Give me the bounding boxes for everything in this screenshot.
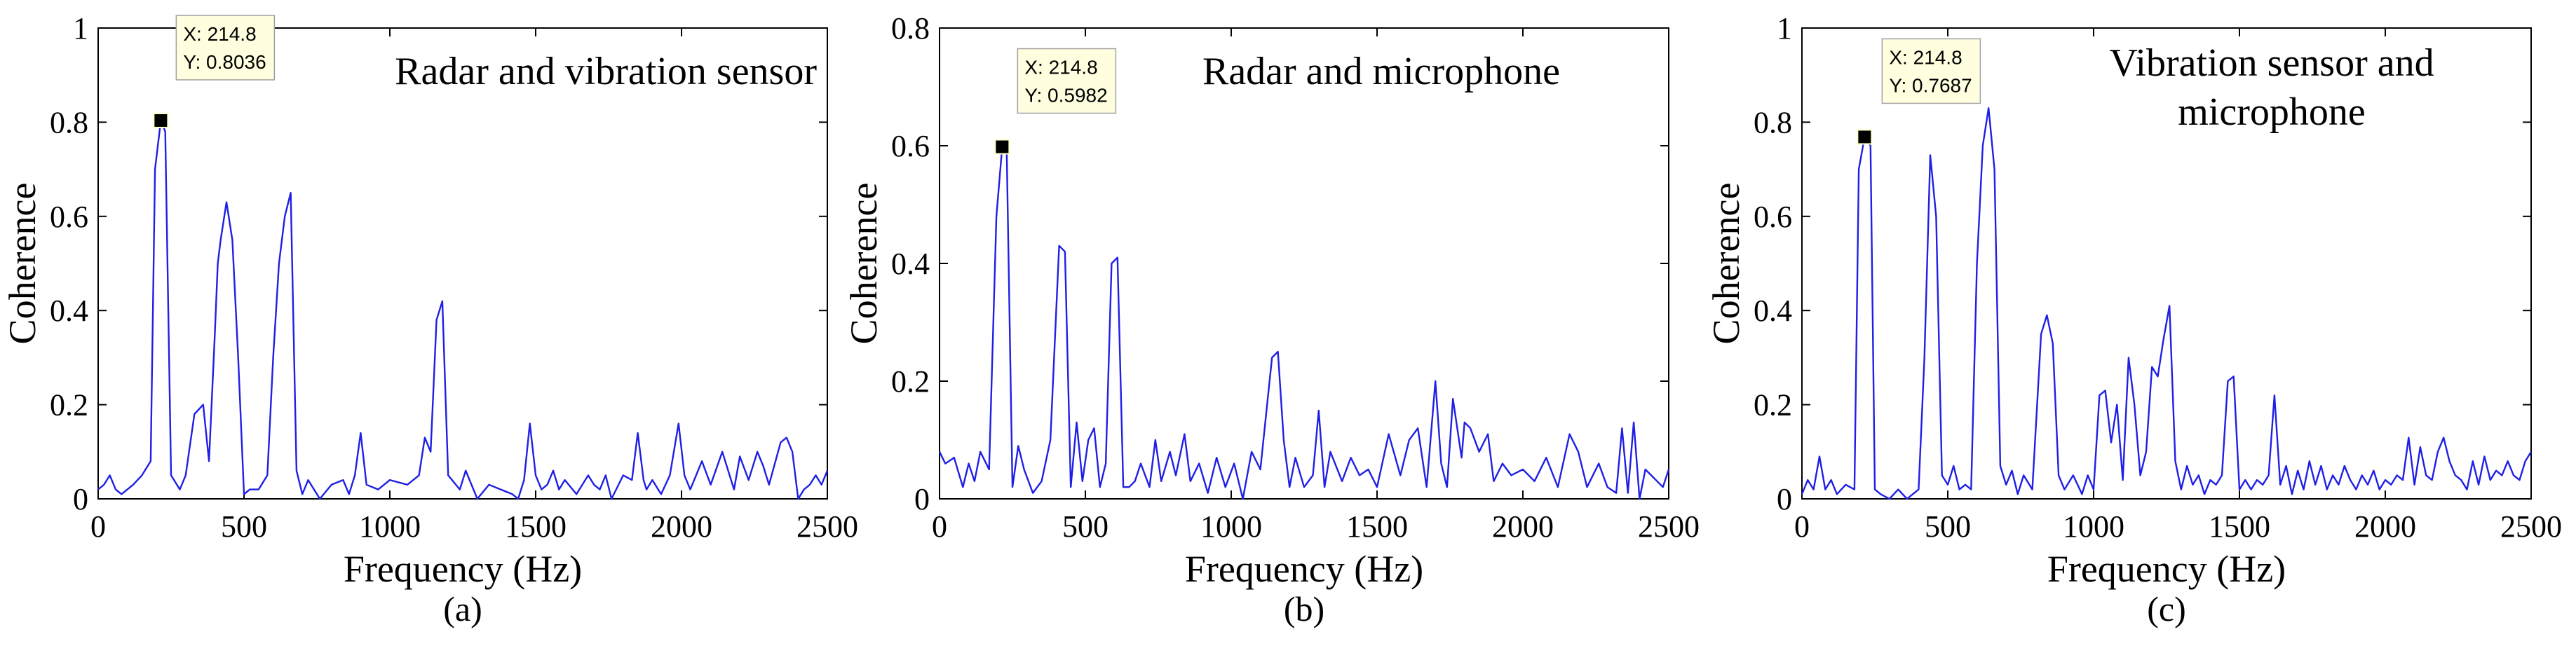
datatip-box (175, 15, 276, 81)
datatip-y: Y: 0.5982 (1024, 85, 1107, 106)
datatip-x: X: 214.8 (1024, 57, 1097, 78)
x-axis-label: Frequency (Hz) (1185, 548, 1423, 590)
x-tick-label: 2500 (796, 509, 858, 544)
x-tick-label: 1000 (2063, 509, 2124, 544)
y-tick-label: 1 (73, 11, 88, 46)
x-tick-label: 500 (1062, 509, 1109, 544)
y-axis-label: Coherence (1705, 183, 1747, 345)
x-tick-label: 500 (1925, 509, 1971, 544)
y-tick-label: 0 (1777, 482, 1792, 516)
y-tick-label: 0.6 (1754, 200, 1792, 234)
panel-label: (b) (1284, 589, 1324, 628)
x-tick-label: 2000 (2354, 509, 2416, 544)
datatip-marker (153, 112, 169, 128)
datatip-marker (1857, 129, 1873, 145)
x-tick-label: 1500 (1346, 509, 1408, 544)
x-tick-label: 2000 (1492, 509, 1554, 544)
y-axis-label: Coherence (1, 183, 43, 345)
panel-annotation: Radar and vibration sensor (395, 50, 817, 93)
x-tick-label: 2000 (651, 509, 712, 544)
chart-panel-2: 0 500 1000 1500 2000 2500 0 0.2 0.4 0.6 0.8 Frequen… (843, 11, 1700, 628)
datatip-marker (994, 139, 1010, 155)
y-tick-label: 0.2 (1754, 388, 1792, 422)
panel-label: (c) (2147, 589, 2186, 628)
y-tick-label: 0.6 (50, 200, 88, 234)
chart-panel-3: 0 500 1000 1500 2000 2500 0 0.2 0.4 0.6 0.8 1 Freque… (1705, 11, 2562, 628)
x-tick-label: 2500 (2500, 509, 2562, 544)
y-tick-label: 0 (73, 482, 88, 516)
y-tick-label: 0.4 (50, 294, 88, 328)
x-tick-label: 2500 (1638, 509, 1700, 544)
x-tick-label: 0 (1794, 509, 1810, 544)
coherence-series-line (1801, 106, 2533, 500)
x-axis-label: Frequency (Hz) (344, 548, 582, 590)
x-tick-label: 1500 (2209, 509, 2270, 544)
y-tick-label: 0.8 (50, 105, 88, 139)
panel-annotation: Vibration sensor and (2109, 41, 2434, 85)
y-tick-label: 0.8 (891, 11, 930, 46)
x-axis-label: Frequency (Hz) (2047, 548, 2286, 590)
y-axis-label: Coherence (843, 183, 885, 345)
datatip-box (1017, 48, 1117, 114)
panel-annotation: Radar and microphone (1202, 50, 1560, 93)
datatip-y: Y: 0.7687 (1889, 74, 1972, 96)
y-tick-label: 0.4 (1754, 294, 1792, 328)
y-tick-label: 0.2 (50, 388, 88, 422)
x-tick-label: 1500 (505, 509, 567, 544)
datatip-y: Y: 0.8036 (183, 51, 266, 73)
y-tick-label: 0.4 (891, 247, 930, 281)
datatip-box (1881, 38, 1981, 104)
x-tick-label: 0 (932, 509, 947, 544)
coherence-series-line (938, 144, 1670, 500)
chart-panel-1: 0 500 1000 1500 2000 2500 0 0.2 0.4 0.6 0.8 1 Freque… (1, 11, 858, 628)
y-tick-label: 0 (914, 482, 930, 516)
x-tick-label: 500 (221, 509, 267, 544)
datatip-x: X: 214.8 (1889, 46, 1962, 68)
plot-area (97, 27, 828, 500)
y-tick-label: 0.6 (891, 129, 930, 163)
x-tick-label: 1000 (1200, 509, 1262, 544)
y-tick-label: 0.8 (1754, 105, 1792, 139)
coherence-series-line (97, 119, 829, 500)
y-tick-label: 0.2 (891, 364, 930, 399)
panel-label: (a) (443, 589, 482, 628)
panel-annotation: microphone (2178, 90, 2365, 134)
x-tick-label: 0 (90, 509, 106, 544)
x-tick-label: 1000 (359, 509, 421, 544)
y-tick-label: 1 (1777, 11, 1792, 46)
plot-area (1801, 27, 2532, 500)
datatip-x: X: 214.8 (183, 23, 256, 45)
